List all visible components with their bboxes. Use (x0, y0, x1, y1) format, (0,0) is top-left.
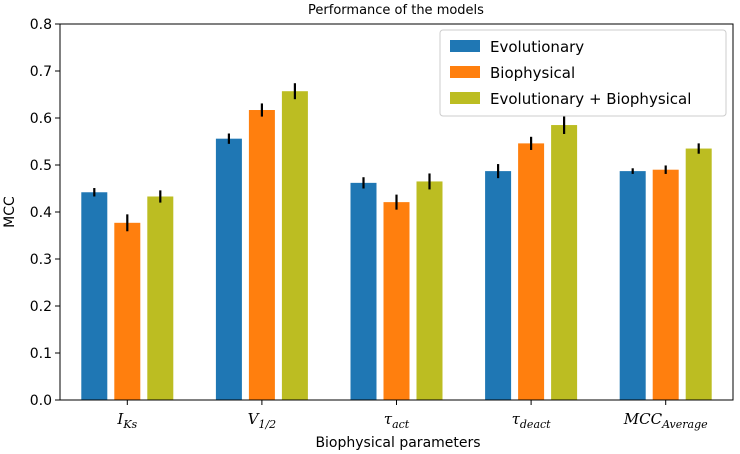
chart-title: Performance of the models (308, 3, 484, 18)
y-tick-label: 0.3 (30, 252, 52, 268)
x-tick-label-main: V (248, 410, 261, 428)
x-tick-label-sub: 1/2 (258, 418, 276, 431)
legend-label: Evolutionary + Biophysical (490, 90, 691, 108)
bar (81, 192, 108, 400)
x-tick-label-main: τ (512, 410, 521, 428)
x-axis: IKs V1/2 τact τdeact MCCAverage (116, 400, 708, 431)
bar (281, 91, 308, 401)
bar (416, 181, 443, 400)
bar (652, 169, 679, 400)
bar (248, 110, 275, 400)
bar (619, 171, 646, 400)
x-tick-label-sub: deact (520, 418, 551, 431)
y-axis: 0.0 0.1 0.2 0.3 0.4 0.5 0.6 0.7 0.8 (30, 17, 60, 409)
legend: Evolutionary Biophysical Evolutionary + Bi… (439, 29, 727, 117)
bar (551, 125, 578, 401)
legend-swatch (450, 40, 480, 52)
legend-box (439, 29, 727, 117)
x-tick-label: τdeact (512, 410, 552, 431)
x-tick-label-main: I (116, 410, 124, 428)
x-tick-label: MCCAverage (623, 410, 708, 431)
bar (350, 182, 377, 400)
bar (383, 202, 410, 400)
y-tick-label: 0.6 (30, 111, 52, 127)
bar (485, 171, 512, 400)
y-tick-label: 0.7 (30, 64, 52, 80)
y-tick-label: 0.4 (30, 205, 52, 221)
x-tick-label: τact (384, 410, 410, 431)
x-tick-label: IKs (116, 410, 137, 431)
bar (114, 222, 141, 400)
x-tick-label-main: τ (384, 410, 393, 428)
x-tick-label-sub: Average (661, 418, 708, 431)
bars-group (81, 83, 712, 401)
x-tick-label-sub: act (392, 418, 410, 431)
bar (518, 143, 545, 400)
x-tick-label-main: MCC (623, 410, 663, 428)
legend-swatch (450, 92, 480, 104)
x-tick-label-sub: Ks (122, 418, 137, 431)
y-tick-label: 0.8 (30, 17, 52, 33)
x-axis-label: Biophysical parameters (315, 435, 480, 451)
bar (147, 196, 174, 400)
legend-label: Evolutionary (490, 38, 584, 56)
y-tick-label: 0.2 (30, 299, 52, 315)
bar (215, 138, 242, 400)
plot-frame (59, 23, 734, 401)
legend-label: Biophysical (490, 64, 575, 82)
legend-swatch (450, 66, 480, 78)
y-tick-label: 0.5 (30, 158, 52, 174)
bar (685, 148, 712, 400)
x-tick-label: V1/2 (248, 410, 277, 431)
y-tick-label: 0.1 (30, 346, 52, 362)
y-axis-label: MCC (2, 196, 18, 228)
y-tick-label: 0.0 (30, 393, 52, 409)
